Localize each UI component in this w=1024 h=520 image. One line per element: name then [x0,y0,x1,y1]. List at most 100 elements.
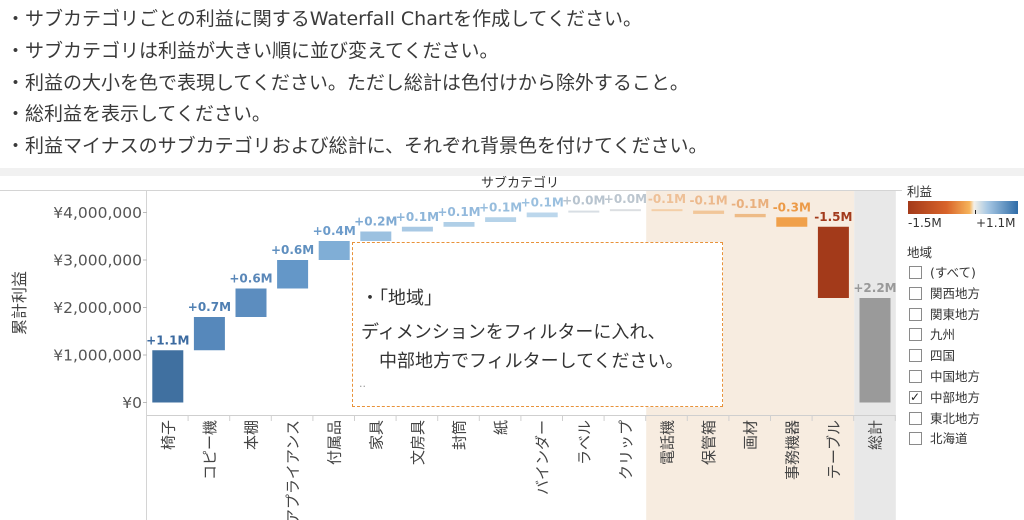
x-category-label: 事務機器 [783,420,801,480]
filter-title: 地域 [907,245,933,260]
filter-checkbox[interactable] [909,411,922,425]
waterfall-bar[interactable] [859,298,891,403]
toolbar-strip [0,168,1024,176]
filter-checkbox[interactable] [909,432,922,446]
y-tick-label: ¥4,000,000 [53,204,142,222]
filter-item-label: 中国地方 [930,369,981,384]
waterfall-bar[interactable] [235,288,267,318]
bar-value-label: +0.1M [437,205,480,219]
waterfall-bar[interactable] [318,241,350,260]
x-category-label: テーブル [825,420,843,479]
bar-value-label: +0.6M [271,243,314,257]
callout-line: ディメンションをフィルターに入れ、 [361,322,666,343]
filter-checkbox[interactable] [909,307,922,321]
bar-value-label: +0.2M [354,215,397,229]
filter-item[interactable]: 四国 [909,347,955,365]
bar-value-label: +2.2M [853,281,896,295]
bar-value-label: +0.7M [188,300,231,314]
waterfall-bar[interactable] [277,260,309,289]
waterfall-bar[interactable] [609,209,641,212]
instruction-text: ・サブカテゴリごとの利益に関するWaterfall Chartを作成してください… [6,4,906,163]
x-category-label: 電話機 [659,420,677,465]
gradient-max-label: +1.1M [976,216,1016,230]
chart-title: サブカテゴリ [481,176,559,191]
bar-value-label: +1.1M [146,333,189,347]
filter-item[interactable]: 北海道 [909,430,968,448]
task-callout: ・「地域」 ディメンションをフィルターに入れ、 中部地方でフィルターしてください… [352,242,723,407]
filter-checkbox[interactable] [909,286,922,300]
instruction-line: ・総利益を表示してください。 [6,103,271,126]
bar-value-label: +0.1M [479,200,522,214]
filter-item-label: 北海道 [930,431,968,447]
filter-item-label: (すべて) [930,265,976,280]
bar-value-label: +0.6M [229,272,272,286]
filter-item[interactable]: 九州 [909,326,955,344]
gradient-zero-tick [975,210,976,214]
filter-checkbox[interactable] [909,388,922,406]
waterfall-bar[interactable] [734,213,766,218]
x-category-label: 椅子 [159,420,177,450]
x-category-label: 画材 [742,420,760,450]
x-category-label: 文房具 [409,420,427,465]
bar-value-label: -1.5M [814,210,852,224]
x-category-label: ラベル [575,420,593,465]
x-category-label: 総計 [867,420,885,450]
waterfall-bar[interactable] [568,210,600,213]
x-category-label: バインダー [534,420,552,495]
y-tick-label: ¥0 [122,394,142,412]
waterfall-bar[interactable] [651,209,683,212]
filter-item-label: 九州 [930,327,956,343]
filter-item[interactable]: 関西地方 [909,285,980,303]
waterfall-bar[interactable] [360,231,392,242]
filter-checkbox[interactable] [909,328,922,342]
filter-item[interactable]: 中国地方 [909,368,980,386]
x-category-label: 本棚 [243,420,261,450]
y-axis-title: 累計利益 [10,271,29,335]
waterfall-bar[interactable] [817,226,849,298]
filter-item-label: 関東地方 [930,306,981,322]
waterfall-bar[interactable] [776,217,808,227]
x-category-label: クリップ [617,420,635,480]
waterfall-bar[interactable] [193,317,225,351]
filter-item-label: 関西地方 [930,285,981,301]
waterfall-bar[interactable] [401,226,433,232]
gradient-min-label: -1.5M [908,216,942,230]
filter-item[interactable]: (すべて) [909,264,976,282]
waterfall-bar[interactable] [443,222,475,227]
waterfall-bar[interactable] [526,212,558,218]
callout-line: 中部地方でフィルターしてください。 [361,351,684,372]
bar-value-label: +0.1M [521,196,564,210]
filter-item[interactable]: 東北地方 [909,410,980,428]
bar-value-label: +0.4M [313,224,356,238]
x-category-label: アプライアンス [284,420,302,520]
bar-value-label: +0.0M [604,192,647,206]
filter-checkbox[interactable] [909,370,922,383]
x-category-label: 付属品 [326,420,344,465]
instruction-line: ・利益の大小を色で表現してください。ただし総計は色付けから除外すること。 [6,71,689,94]
x-category-label: 紙 [492,420,510,435]
color-gradient-legend[interactable] [908,201,1018,214]
x-category-label: 封筒 [451,420,469,450]
y-tick-label: ¥1,000,000 [53,347,142,365]
bar-value-label: -0.1M [690,194,728,208]
filter-item[interactable]: 関東地方 [909,306,980,324]
filter-item[interactable]: 中部地方 [909,388,980,407]
bar-value-label: +0.1M [396,210,439,224]
instruction-line: ・サブカテゴリごとの利益に関するWaterfall Chartを作成してください… [6,8,642,30]
filter-item-label: 東北地方 [930,410,981,426]
bar-value-label: -0.1M [648,192,686,206]
filter-checkbox[interactable] [909,349,922,363]
filter-item-label: 四国 [930,348,956,364]
waterfall-bar[interactable] [485,217,517,222]
waterfall-bar[interactable] [152,350,184,403]
instruction-line: ・利益マイナスのサブカテゴリおよび総計に、それぞれ背景色を付けてください。 [6,135,708,158]
filter-checkbox[interactable] [909,266,922,279]
legend-panel: 利益 -1.5M +1.1M 地域 (すべて) 関西地方関東地方九州四国中国地方中… [902,176,1024,520]
instruction-line: ・サブカテゴリは利益が大きい順に並び変えてください。 [6,39,499,62]
waterfall-bar[interactable] [693,210,725,214]
bar-value-label: +0.0M [562,194,605,208]
bar-value-label: -0.3M [773,200,811,214]
y-tick-label: ¥3,000,000 [53,252,142,270]
bar-value-label: -0.1M [731,197,769,211]
